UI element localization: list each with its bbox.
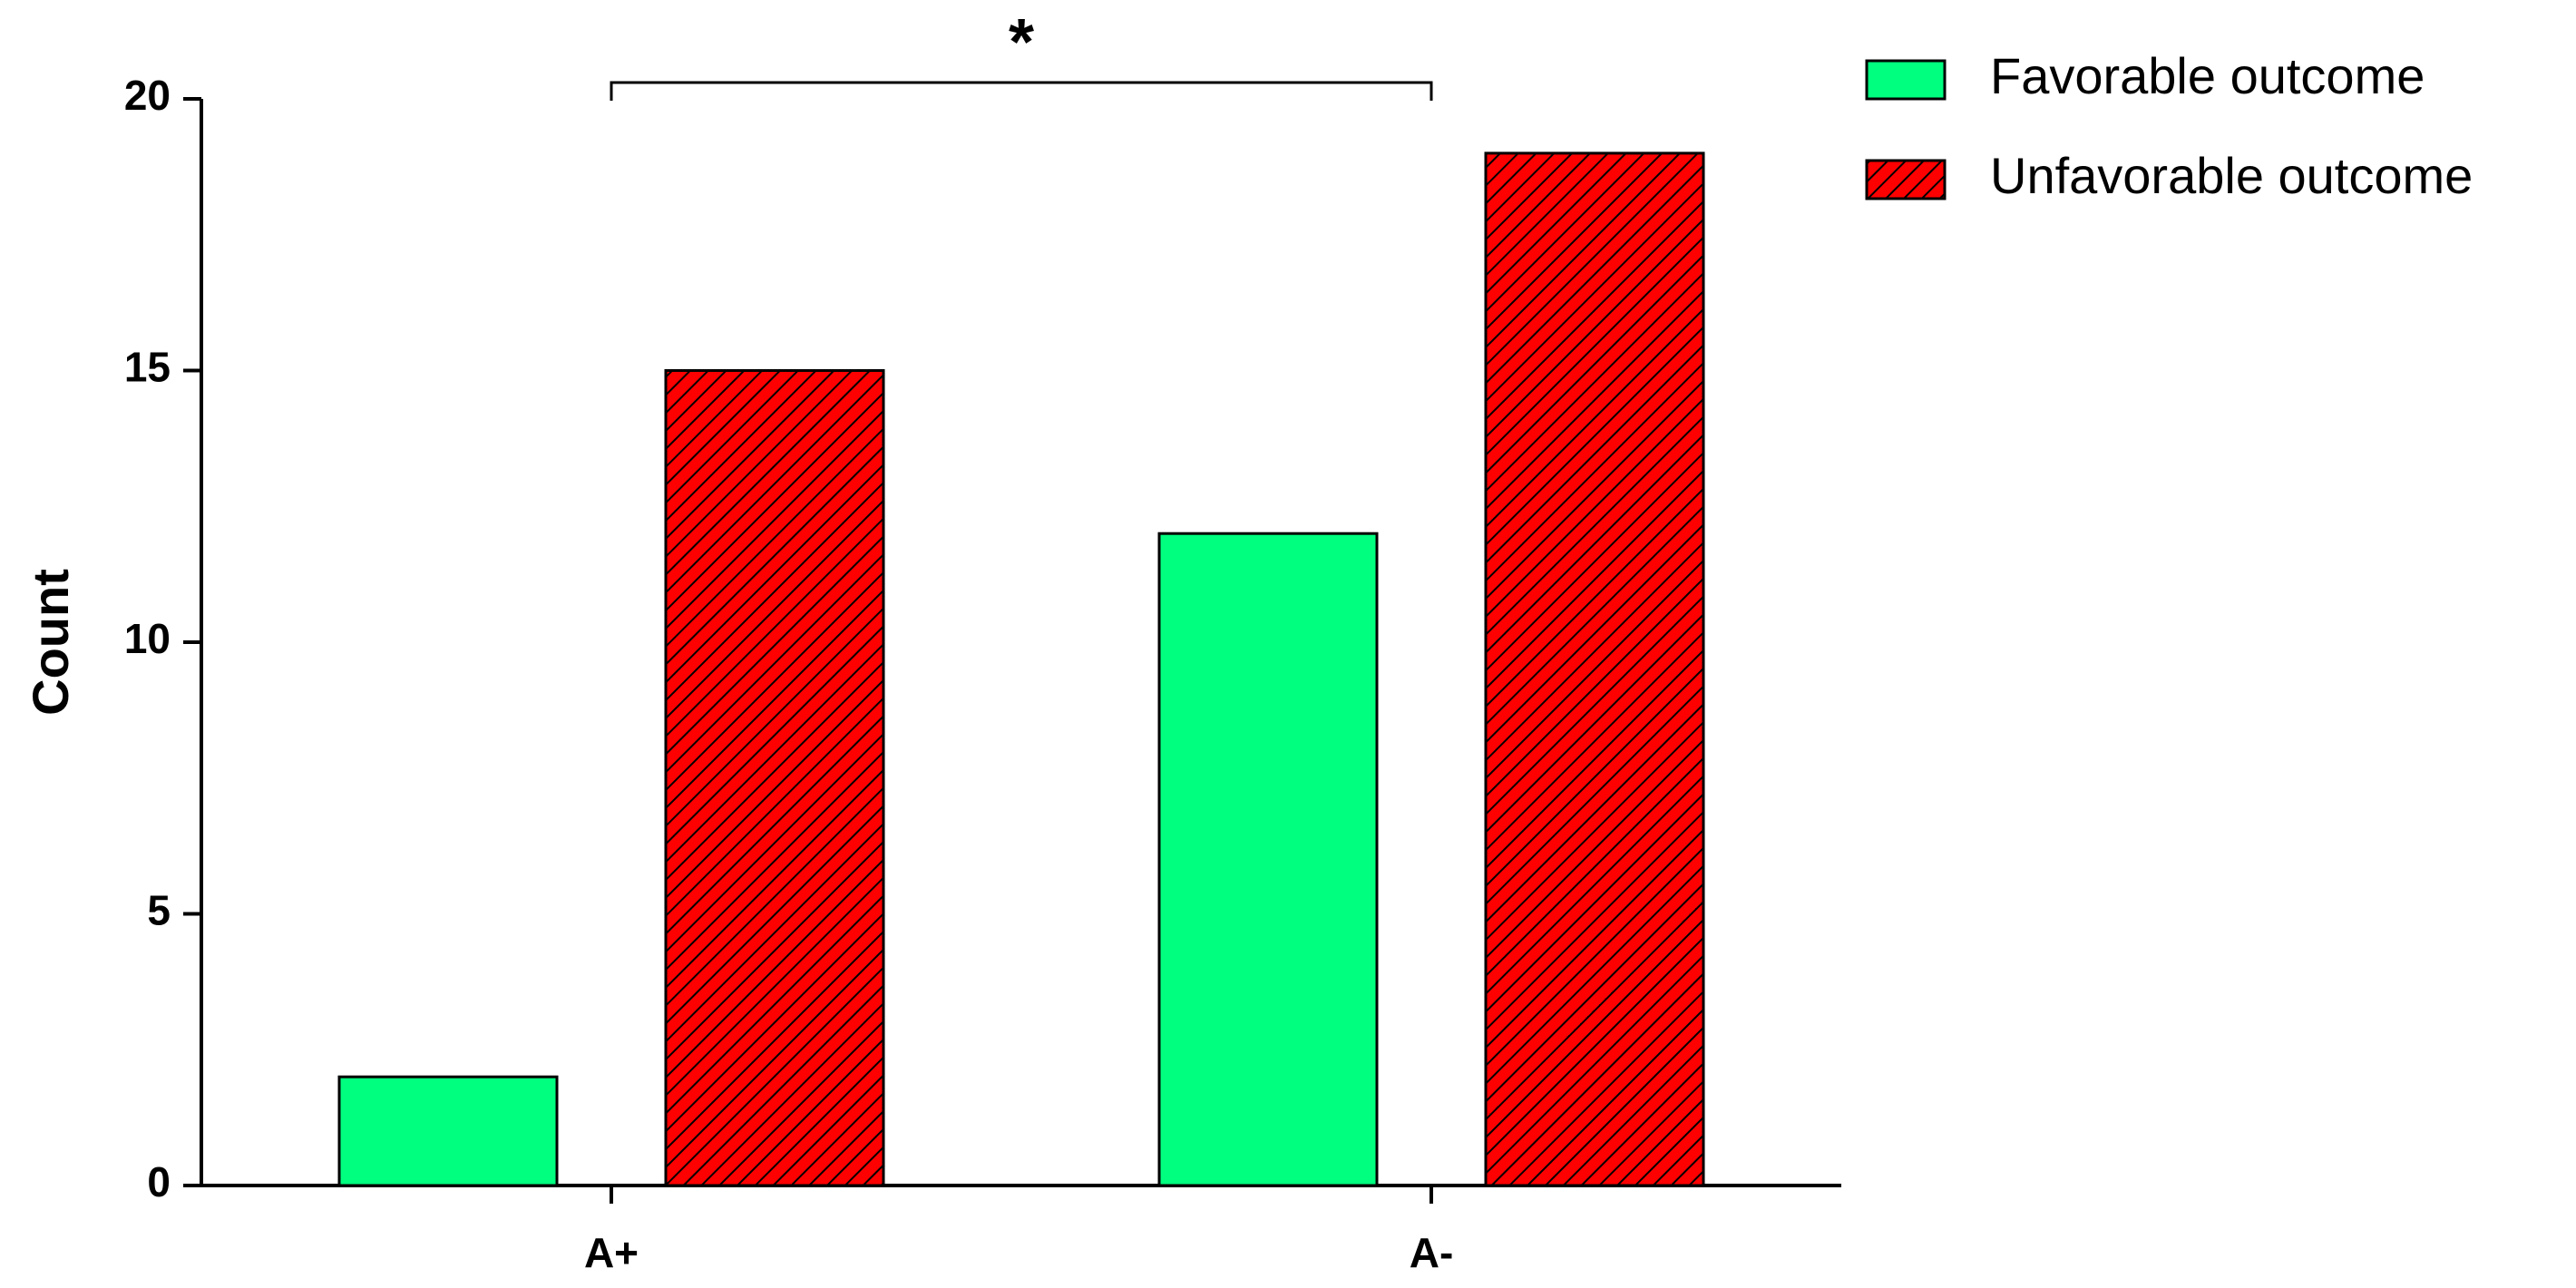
- legend-swatch: [1865, 159, 1947, 200]
- y-axis-label: Count: [22, 569, 79, 716]
- x-tick-label: A-: [1410, 1229, 1454, 1276]
- legend-swatch: [1865, 59, 1947, 101]
- bar: [664, 369, 885, 1187]
- bar: [1484, 151, 1705, 1187]
- y-tick-label: 5: [147, 887, 171, 934]
- y-tick-label: 15: [124, 344, 171, 391]
- significance-bracket: [610, 81, 1433, 101]
- legend-label: Favorable outcome: [1990, 47, 2425, 104]
- bar: [337, 1075, 559, 1187]
- y-tick-label: 20: [124, 72, 171, 119]
- significance-label: *: [1009, 6, 1034, 79]
- x-tick-label: A+: [584, 1229, 639, 1276]
- y-tick-label: 10: [124, 615, 171, 662]
- bar: [1157, 532, 1379, 1187]
- legend-label: Unfavorable outcome: [1990, 147, 2473, 204]
- y-tick-label: 0: [147, 1158, 171, 1205]
